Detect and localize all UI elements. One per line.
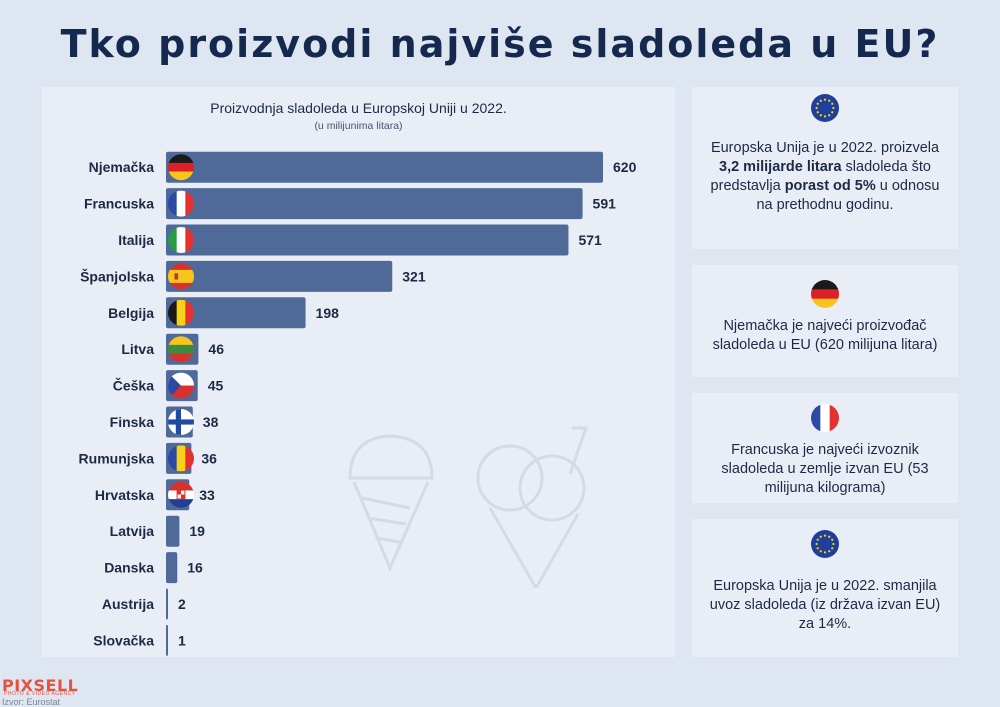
value-label: 571 [578, 232, 602, 248]
bar-1 [166, 188, 583, 220]
value-label: 198 [316, 305, 340, 321]
category-label: Hrvatska [95, 487, 154, 503]
bar-10 [166, 515, 180, 547]
page-title: Tko proizvodi najviše sladoleda u EU? [60, 22, 940, 66]
flag-icon [168, 263, 194, 290]
chart-subtitle: (u milijunima litara) [314, 120, 403, 132]
bar-11 [166, 552, 178, 584]
value-label: 2 [178, 596, 186, 612]
germany-flag-icon [811, 280, 839, 308]
card-text: Europska Unija je u 2022. proizvela 3,2 … [710, 140, 940, 213]
card-text: Francuska je najveći izvoznik sladoleda … [721, 442, 929, 496]
info-card-germany: Njemačka je najveći proizvođač sladoleda… [692, 265, 958, 377]
category-label: Rumunjska [79, 450, 155, 466]
france-flag-icon [811, 404, 839, 432]
category-label: Njemačka [89, 159, 155, 175]
category-label: Španjolska [80, 267, 154, 284]
value-label: 38 [203, 414, 219, 430]
pixsell-logo: PIXSELL [2, 676, 79, 695]
bar-2 [166, 224, 569, 256]
flag-icon [168, 299, 194, 326]
value-label: 620 [613, 159, 637, 175]
bar-4 [166, 297, 306, 329]
value-label: 19 [189, 523, 205, 539]
value-label: 46 [208, 341, 224, 357]
category-label: Austrija [102, 596, 154, 612]
flag-icon [168, 372, 194, 399]
ice-cream-icon [348, 426, 589, 588]
flag-icon [168, 154, 194, 181]
bar-13 [166, 624, 168, 656]
flag-icon [168, 409, 194, 435]
category-label: Danska [104, 560, 154, 576]
value-label: 36 [201, 450, 217, 466]
value-label: 321 [402, 268, 426, 284]
category-label: Belgija [108, 305, 154, 321]
category-label: Češka [113, 377, 154, 394]
flag-icon [168, 336, 194, 363]
logo-tagline: PHOTO & VIDEO AGENCY [4, 691, 76, 697]
value-label: 33 [199, 487, 215, 503]
value-label: 45 [208, 378, 224, 394]
bar-12 [166, 588, 168, 620]
info-card-eu-production: Europska Unija je u 2022. proizvela 3,2 … [692, 87, 958, 249]
chart-title: Proizvodnja sladoleda u Europskoj Uniji … [210, 100, 507, 116]
value-label: 1 [178, 632, 186, 648]
value-label: 591 [593, 196, 617, 212]
flag-icon [168, 445, 194, 472]
card-text: Njemačka je najveći proizvođač sladoleda… [712, 318, 938, 353]
source-note: Izvor: Eurostat [2, 697, 61, 707]
eu-flag-icon [811, 94, 839, 122]
bar-chart: Njemačka 620 Francuska 591 Italija 571 Španjol… [79, 151, 637, 656]
flag-icon [168, 481, 194, 508]
category-label: Finska [110, 414, 155, 430]
flag-icon [168, 190, 194, 217]
category-label: Italija [118, 232, 154, 248]
flag-icon [168, 227, 194, 253]
category-label: Latvija [110, 523, 155, 539]
category-label: Litva [121, 341, 154, 357]
info-card-eu-import: Europska Unija je u 2022. smanjila uvoz … [692, 519, 958, 657]
card-text: Europska Unija je u 2022. smanjila uvoz … [709, 578, 941, 632]
value-label: 16 [187, 560, 203, 576]
category-label: Francuska [84, 196, 154, 212]
info-card-france: Francuska je najveći izvoznik sladoleda … [692, 393, 958, 503]
chart-panel: Proizvodnja sladoleda u Europskoj Uniji … [42, 87, 675, 657]
bar-3 [166, 260, 393, 292]
eu-flag-icon [811, 530, 839, 558]
bar-0 [166, 151, 603, 183]
category-label: Slovačka [93, 632, 154, 648]
